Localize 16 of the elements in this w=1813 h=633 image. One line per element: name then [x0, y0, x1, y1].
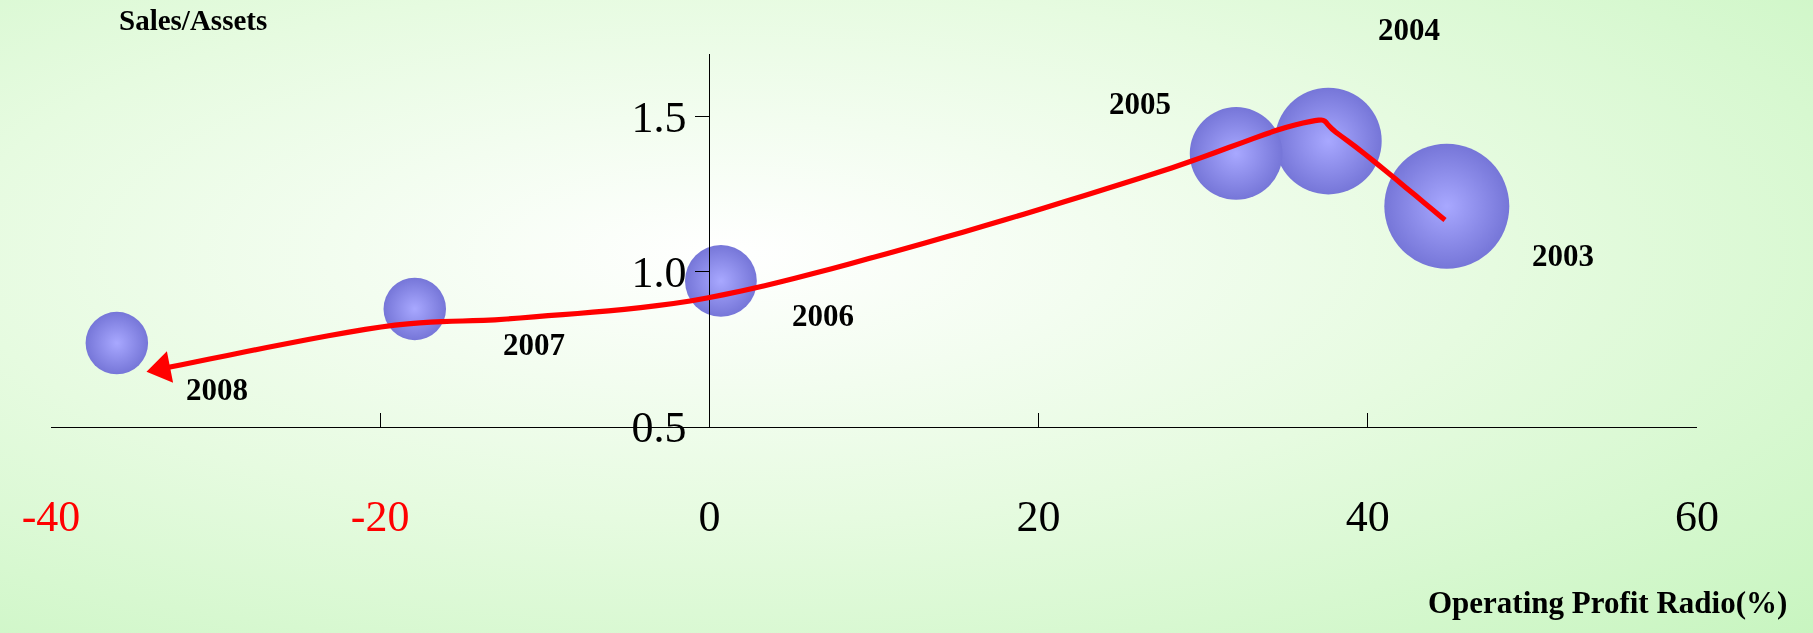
annotation: 2007 — [503, 327, 565, 362]
y-axis-title: Sales/Assets — [119, 4, 268, 36]
annotation: 2008 — [186, 372, 248, 407]
x-axis-title: Operating Profit Radio(%) — [1428, 585, 1788, 620]
x-tick-label: -40 — [21, 491, 81, 541]
y-tick-label: 1.5 — [631, 92, 687, 142]
x-tick-label: 60 — [1675, 491, 1719, 541]
annotation: 2005 — [1109, 86, 1171, 121]
y-tick-label: 1.0 — [631, 247, 687, 297]
x-tick-label: 20 — [1016, 491, 1061, 541]
x-tick-label: -20 — [350, 491, 410, 541]
x-tick-label: 40 — [1345, 491, 1390, 541]
x-tick-label: 0 — [698, 491, 721, 541]
annotation: 2003 — [1532, 238, 1594, 273]
annotation: 2006 — [792, 298, 854, 333]
text: 2004 — [1378, 12, 1440, 47]
